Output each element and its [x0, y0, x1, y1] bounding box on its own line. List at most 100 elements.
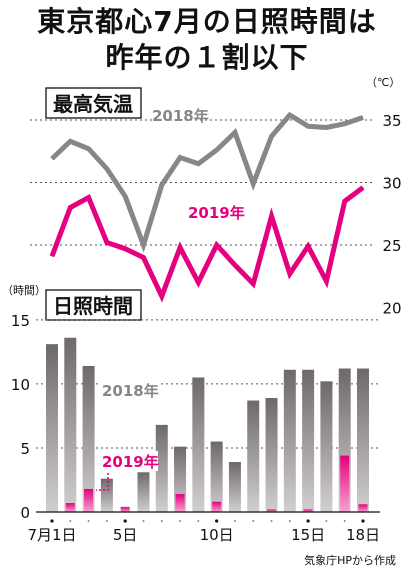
sunshine-bar-2018: [210, 441, 223, 512]
sunshine-bar-2019: [358, 504, 368, 512]
headline-line-2: 昨年の１割以下: [105, 41, 309, 74]
temperature-point-2019: [197, 282, 199, 283]
temperature-point-2019: [161, 295, 163, 297]
series-label-2018-sunshine: 2018年: [102, 382, 159, 400]
temperature-line-2019: [49, 185, 365, 303]
temperature-point-2018: [216, 149, 218, 151]
series-label-2019-leader: [96, 473, 109, 491]
temperature-title-box: [45, 87, 142, 119]
sunshine-bar-2019: [120, 506, 130, 512]
sunshine-x-tick-label: 10日: [200, 526, 234, 544]
series-label-2019-bg: [100, 451, 158, 471]
sunshine-bar-2018: [265, 397, 278, 512]
sunshine-bar-2018: [155, 424, 168, 512]
temperature-point-2019: [179, 247, 181, 248]
temperature-point-2019: [344, 200, 346, 202]
sunshine-bar-2018: [247, 400, 260, 512]
series-label-2018-temperature: 2018年: [152, 107, 209, 125]
sunshine-chart: （時間） 日照時間 0 5 10 15 7月1日 5日 10日 15日 18日 2018年 2…: [2, 284, 380, 544]
temperature-point-2019: [124, 248, 126, 250]
temperature-unit-label: （℃）: [366, 76, 400, 89]
temperature-y-tick-label: 35: [382, 112, 401, 130]
sunshine-bar-2018: [46, 344, 58, 512]
sunshine-y-tick-label: 5: [20, 440, 30, 458]
sunshine-x-tick-mark: [179, 520, 182, 522]
sunshine-bar-2018: [64, 337, 77, 512]
sunshine-x-tick-label: 15日: [291, 526, 325, 544]
sunshine-y-tick-label: 10: [11, 376, 30, 394]
sunshine-x-tick-mark: [105, 520, 108, 522]
temperature-point-2018: [289, 114, 291, 116]
temperature-point-2018: [344, 123, 346, 125]
temperature-point-2018: [124, 195, 126, 197]
temperature-point-2018: [179, 157, 181, 158]
sunshine-bar-2019: [65, 503, 75, 512]
temperature-point-2019: [51, 255, 53, 257]
sunshine-bar-2018: [228, 462, 241, 512]
temperature-point-2019: [271, 215, 273, 217]
sunshine-bar-2018: [137, 472, 150, 512]
temperature-point-2018: [69, 140, 71, 142]
sunshine-title-box: [45, 289, 142, 321]
sunshine-bar-2018: [283, 369, 296, 512]
sunshine-x-tick-mark: [197, 520, 200, 522]
sunshine-bar-2019: [303, 509, 313, 512]
sunshine-x-tick-mark: [288, 520, 291, 522]
temperature-point-2019: [307, 245, 309, 247]
source-note: 気象庁HPから作成: [304, 553, 396, 567]
temperature-point-2018: [325, 127, 327, 128]
temperature-point-2018: [362, 117, 364, 118]
sunshine-x-tick-mark: [123, 519, 127, 523]
temperature-point-2018: [88, 148, 90, 150]
temperature-point-2019: [69, 207, 71, 208]
sunshine-bar-2018: [82, 365, 95, 512]
temperature-point-2019: [289, 273, 291, 275]
sunshine-x-tick-mark: [270, 520, 273, 522]
temperature-point-2018: [252, 183, 254, 185]
sunshine-unit-label: （時間）: [2, 284, 46, 297]
sunshine-y-tick-label: 0: [20, 504, 30, 522]
sunshine-x-ticks: 7月1日 5日 10日 15日 18日: [27, 519, 380, 544]
sunshine-x-tick-mark: [87, 520, 90, 522]
series-label-2019-sunshine: 2019年: [102, 453, 159, 471]
series-label-2018-sunshine-group: 2018年: [96, 380, 159, 417]
series-label-2018-bg: [100, 380, 158, 400]
sunshine-x-tick-mark: [160, 520, 163, 522]
temperature-point-2018: [106, 168, 108, 170]
temperature-line-2018: [50, 111, 364, 253]
temperature-point-2019: [106, 242, 108, 243]
sunshine-x-tick-mark: [69, 520, 72, 522]
temperature-title: 最高気温: [53, 92, 133, 116]
temperature-point-2018: [142, 244, 144, 246]
temperature-y-tick-label: 25: [382, 237, 401, 255]
temperature-chart: 20 25 30 35 （℃） 最高気温 2018年 2019年: [30, 76, 402, 318]
sunshine-x-tick-label: 18日: [346, 526, 380, 544]
temperature-point-2018: [271, 135, 273, 137]
temperature-point-2018: [234, 132, 236, 133]
sunshine-bar-2018: [192, 377, 205, 512]
sunshine-bars: [36, 337, 380, 513]
temperature-point-2019: [234, 264, 236, 266]
sunshine-bar-2018: [100, 478, 113, 512]
temperature-point-2018: [307, 125, 309, 127]
series-label-2019-sunshine-group: 2019年: [96, 451, 159, 491]
sunshine-bar-2018: [357, 368, 369, 512]
sunshine-bar-2019: [267, 509, 277, 512]
temperature-point-2019: [216, 244, 218, 246]
temperature-series: [49, 111, 365, 303]
temperature-point-2018: [51, 158, 53, 160]
sunshine-x-tick-mark: [343, 520, 346, 522]
sunshine-title: 日照時間: [53, 294, 133, 318]
headline-line-1: 東京都心7月の日照時間は: [37, 5, 377, 38]
sunshine-x-tick-mark: [306, 519, 310, 523]
sunshine-x-tick-mark: [361, 519, 365, 523]
sunshine-x-tick-mark: [142, 520, 145, 522]
temperature-point-2019: [325, 280, 327, 282]
sunshine-panel-title: 日照時間: [45, 289, 142, 321]
sunshine-x-tick-mark: [252, 520, 255, 522]
sunshine-bar-2018: [302, 369, 315, 512]
sunshine-x-tick-mark: [50, 519, 54, 523]
sunshine-bar-2019: [84, 488, 94, 512]
temperature-y-ticks: 20 25 30 35: [382, 112, 401, 318]
